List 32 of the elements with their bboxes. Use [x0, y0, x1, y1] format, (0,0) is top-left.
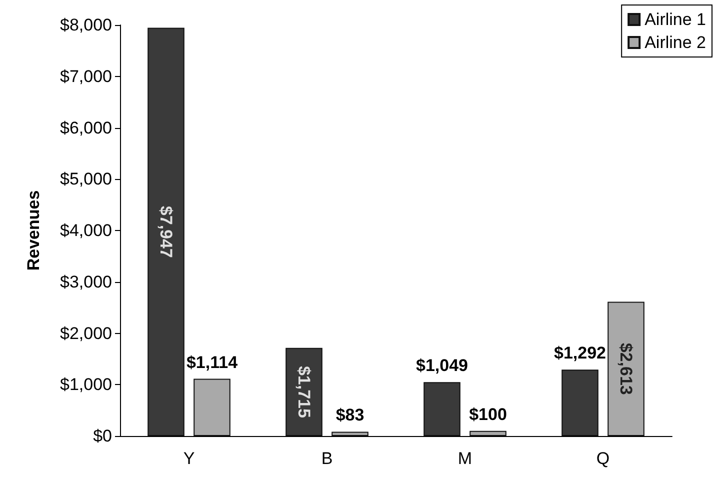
- data-label: $1,292: [554, 344, 606, 363]
- x-tick-label: B: [321, 449, 333, 468]
- legend-label: Airline 1: [644, 10, 706, 29]
- y-tick-label: $6,000: [60, 118, 112, 138]
- bar: [608, 302, 644, 436]
- y-tick-label: $3,000: [60, 272, 112, 292]
- legend-label: Airline 2: [644, 33, 706, 52]
- y-tick-label: $1,000: [60, 375, 112, 394]
- data-label: $2,613: [616, 342, 636, 395]
- x-tick-label: M: [458, 449, 472, 468]
- bar: [194, 378, 230, 436]
- bar: [332, 432, 368, 436]
- y-tick-label: $2,000: [60, 324, 112, 343]
- data-label: $83: [336, 406, 364, 425]
- data-label: $1,715: [294, 366, 314, 418]
- y-tick-label: $5,000: [60, 170, 112, 189]
- data-label: $1,049: [416, 356, 468, 376]
- y-tick-label: $0: [93, 426, 112, 446]
- bar: [286, 348, 322, 436]
- data-label: $100: [469, 404, 507, 424]
- bar: [148, 28, 184, 436]
- y-tick-label: $8,000: [60, 16, 112, 34]
- x-tick-label: Y: [183, 449, 195, 468]
- data-label: $1,114: [186, 352, 238, 372]
- data-label: $7,947: [156, 206, 176, 258]
- x-tick-label: Q: [596, 449, 610, 468]
- bar: [424, 382, 460, 436]
- y-axis-title: Revenues: [24, 190, 43, 271]
- bar: [470, 430, 506, 436]
- y-tick-label: $4,000: [60, 221, 112, 240]
- y-tick-label: $7,000: [60, 66, 112, 86]
- bar: [562, 370, 598, 436]
